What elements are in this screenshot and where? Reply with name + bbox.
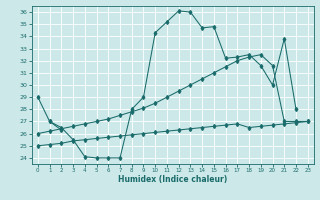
X-axis label: Humidex (Indice chaleur): Humidex (Indice chaleur)	[118, 175, 228, 184]
